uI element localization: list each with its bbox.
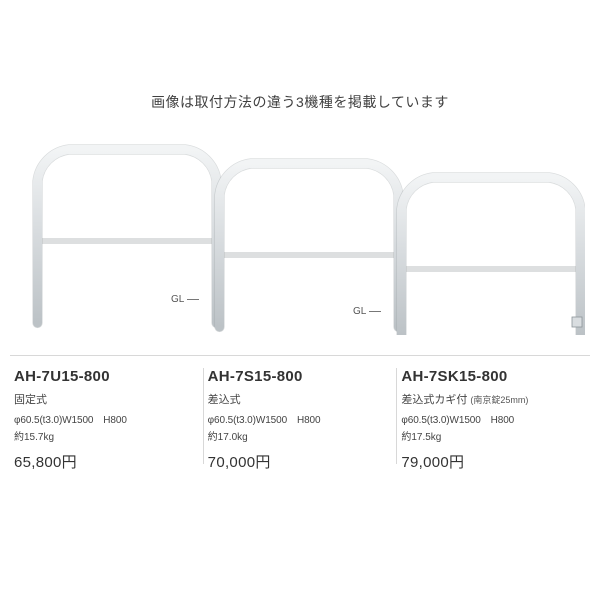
col-separator xyxy=(396,368,397,464)
barriers-illustration xyxy=(25,115,585,335)
dimensions: φ60.5(t3.0)W1500 H800 xyxy=(401,411,584,426)
mount-type-text: 差込式カギ付 xyxy=(401,394,467,406)
spec-col-2: AH-7SK15-800 差込式カギ付 (南京錠25mm) φ60.5(t3.0… xyxy=(401,368,590,472)
spec-col-1: AH-7S15-800 差込式 φ60.5(t3.0)W1500 H800 約1… xyxy=(208,368,397,472)
price: 70,000円 xyxy=(208,451,391,472)
stage-caption: 画像は取付方法の違う3機種を掲載しています xyxy=(0,92,600,112)
mount-type-note: (南京錠25mm) xyxy=(470,395,528,405)
mount-type: 固定式 xyxy=(14,391,197,407)
col-separator xyxy=(203,368,204,464)
gl-tick-2 xyxy=(369,311,381,312)
model-code: AH-7S15-800 xyxy=(208,368,391,385)
illustration-stage: GL GL xyxy=(25,115,585,335)
model-code: AH-7SK15-800 xyxy=(401,368,584,385)
gl-label-1: GL xyxy=(171,294,184,305)
weight: 約15.7kg xyxy=(14,428,197,443)
weight: 約17.5kg xyxy=(401,428,584,443)
mount-type: 差込式 xyxy=(208,391,391,407)
price: 79,000円 xyxy=(401,451,584,472)
gl-label-2: GL xyxy=(353,306,366,317)
weight: 約17.0kg xyxy=(208,428,391,443)
spec-divider xyxy=(10,355,590,356)
model-code: AH-7U15-800 xyxy=(14,368,197,385)
mount-type-text: 固定式 xyxy=(14,394,47,406)
dimensions: φ60.5(t3.0)W1500 H800 xyxy=(14,411,197,426)
mount-type: 差込式カギ付 (南京錠25mm) xyxy=(401,391,584,407)
price: 65,800円 xyxy=(14,451,197,472)
mount-type-text: 差込式 xyxy=(208,394,241,406)
spec-row: AH-7U15-800 固定式 φ60.5(t3.0)W1500 H800 約1… xyxy=(14,368,590,472)
dimensions: φ60.5(t3.0)W1500 H800 xyxy=(208,411,391,426)
spec-col-0: AH-7U15-800 固定式 φ60.5(t3.0)W1500 H800 約1… xyxy=(14,368,203,472)
gl-tick-1 xyxy=(187,299,199,300)
